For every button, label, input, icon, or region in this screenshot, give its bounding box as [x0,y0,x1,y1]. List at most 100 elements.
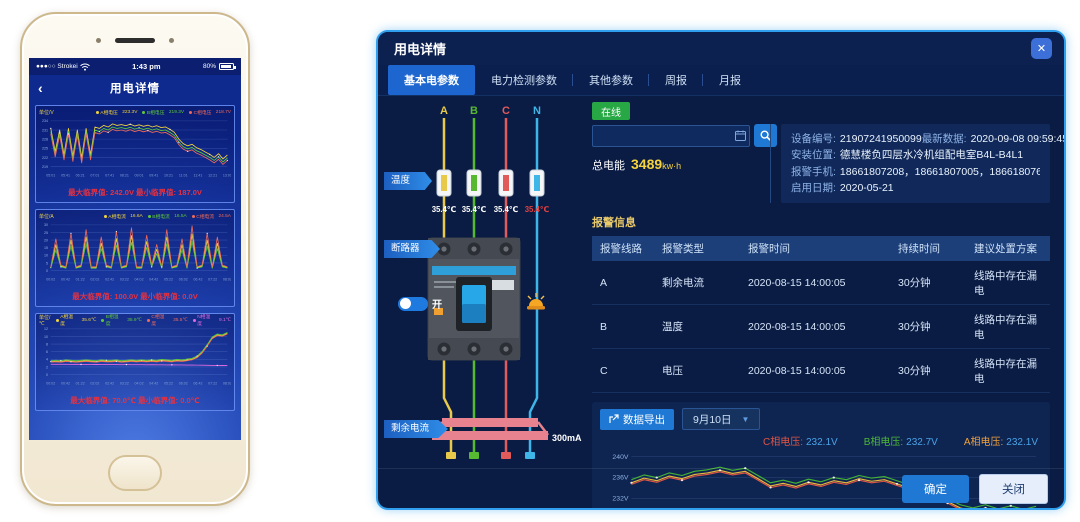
tab-other-params[interactable]: 其他参数 [573,65,649,95]
svg-text:11:41: 11:41 [194,173,203,177]
home-button[interactable] [108,455,162,491]
svg-text:09:01: 09:01 [135,173,144,177]
breaker-device [427,237,521,361]
tab-basic-params[interactable]: 基本电参数 [388,65,475,95]
threshold-text: 最大临界值: 70.0℃ 最小临界值: 0.0℃ [70,396,200,405]
svg-text:08:02: 08:02 [223,381,231,385]
phone-nav-bar: ‹ 用电详情 [29,75,241,101]
unit-label: 单位/A [39,213,54,220]
device-info-box: 设备编号: 21907241950099 最新数据: 2020-09-08 09:5… [781,124,1064,204]
search-block: 总电能 3489kw·h [592,124,777,203]
svg-text:04:02: 04:02 [135,381,144,385]
legend-value: 35.6℃ [81,317,97,323]
svg-text:06:42: 06:42 [193,381,202,385]
phase-c-label: C [502,105,510,117]
legend-label: C相温度 [151,315,165,327]
svg-text:219: 219 [42,165,48,169]
speaker-grille [115,38,155,43]
legend-a-value: 232.1V [1006,437,1038,449]
legend-dot [191,214,195,218]
legend-label: B相电流 [152,214,170,220]
svg-text:09:41: 09:41 [149,173,158,177]
legend-value: 219.3V [168,109,185,115]
tab-weekly-report[interactable]: 周报 [649,65,703,95]
wifi-icon [79,63,90,71]
export-label: 数据导出 [623,413,665,426]
svg-text:06:21: 06:21 [76,173,85,177]
svg-text:00:02: 00:02 [46,381,55,385]
svg-text:04:02: 04:02 [135,277,144,281]
alarm-row[interactable]: C 电压 2020-08-15 14:00:05 30分钟 线路中存在漏电 [592,348,1050,394]
toggle-label: 开 [432,300,442,311]
export-data-button[interactable]: 数据导出 [600,408,674,430]
svg-text:12: 12 [44,327,48,331]
svg-text:02:42: 02:42 [105,277,114,281]
svg-text:07:01: 07:01 [90,173,99,177]
wire-a-cap [446,452,456,459]
legend-dot [101,318,105,322]
svg-text:6: 6 [46,350,48,354]
legend-label: N相温度 [197,315,211,327]
tab-power-monitor-params[interactable]: 电力检测参数 [475,65,573,95]
legend-value: 218.7V [215,109,231,115]
wire-b-cap [469,452,479,459]
search-input[interactable] [592,124,750,147]
voltage-chart-card: 单位/V A相电压 223.3V B相电压 219.3V C相电压 218.7V… [35,105,235,203]
circuit-diagram: A B C N 35.4℃ [384,100,592,468]
tab-monthly-report[interactable]: 月报 [719,75,741,87]
phone-screen: ●●●○○ Strokei 1:43 pm 80% ‹ 用电详情 单位/V [29,58,241,440]
close-icon[interactable]: ✕ [1031,38,1052,59]
svg-text:0: 0 [46,269,48,273]
svg-text:225: 225 [42,147,48,151]
svg-text:07:22: 07:22 [208,277,217,281]
svg-text:01:22: 01:22 [76,381,85,385]
online-badge: 在线 [592,102,630,120]
alarm-phones-value: 18661807208，18661807005，18661807621，1785… [839,165,1040,178]
legend-value: 24.5A [218,213,231,219]
svg-text:8: 8 [46,342,48,346]
svg-text:03:22: 03:22 [120,381,129,385]
temperature-chart-card: 单位/℃ A相温度 35.6℃ B相温度 35.9℃ C相温度 35.5℃ N相… [35,313,235,411]
svg-text:12:21: 12:21 [208,173,217,177]
modal-title: 用电详情 [394,42,447,57]
total-energy-label: 总电能 [592,160,625,172]
search-button[interactable] [754,124,777,147]
legend-b-value: 232.7V [906,437,938,449]
breaker-toggle[interactable]: 开 [398,296,442,311]
alarm-row[interactable]: B 温度 2020-08-15 14:00:05 30分钟 线路中存在漏电 [592,304,1050,350]
detail-modal: 用电详情 ✕ 基本电参数 电力检测参数 其他参数 周报 月报 A B C N [376,30,1066,510]
confirm-button[interactable]: 确定 [902,474,969,503]
alarm-row[interactable]: A 剩余电流 2020-08-15 14:00:05 30分钟 线路中存在漏电 [592,261,1050,306]
col-time: 报警时间 [740,236,890,262]
legend-label: C相电流 [196,214,215,220]
svg-text:05:22: 05:22 [164,277,173,281]
device-id-value: 21907241950099 [839,133,922,145]
clock-label: 1:43 pm [132,62,161,71]
total-energy-value: 3489 [631,156,663,172]
temp-c-value: 35.4℃ [494,205,519,214]
phase-n-label: N [533,105,541,117]
svg-text:00:42: 00:42 [61,277,70,281]
svg-text:02:02: 02:02 [90,277,99,281]
residual-current-value: 300mA [552,433,582,443]
svg-text:00:42: 00:42 [61,381,70,385]
start-date-value: 2020-05-21 [839,181,894,194]
svg-text:228: 228 [42,137,48,141]
toggle-switch[interactable] [398,296,428,311]
calendar-icon[interactable] [735,130,746,141]
legend-label: A相电流 [108,214,126,220]
total-energy-unit: kw·h [662,161,682,171]
camera-dot [96,38,101,43]
back-chevron-icon[interactable]: ‹ [38,80,43,96]
date-dropdown[interactable]: 9月10日 ▼ [682,408,761,431]
svg-text:06:42: 06:42 [193,277,202,281]
alarm-phones-label: 报警手机: [791,165,836,178]
phone-voltage-chart: 234 231 228 225 222 219 05:01 05:41 06:21 07:01 07… [42,119,231,177]
svg-text:231: 231 [42,128,48,132]
close-button[interactable]: 关闭 [979,473,1048,504]
current-chart-card: 单位/A A相电流 16.6A B相电流 16.5A C相电流 24.5A 30… [35,209,235,307]
detail-panel: 在线 [592,100,1064,508]
legend-label: A相温度 [60,315,73,327]
unit-label: 单位/℃ [39,314,51,327]
svg-text:02:42: 02:42 [105,381,114,385]
